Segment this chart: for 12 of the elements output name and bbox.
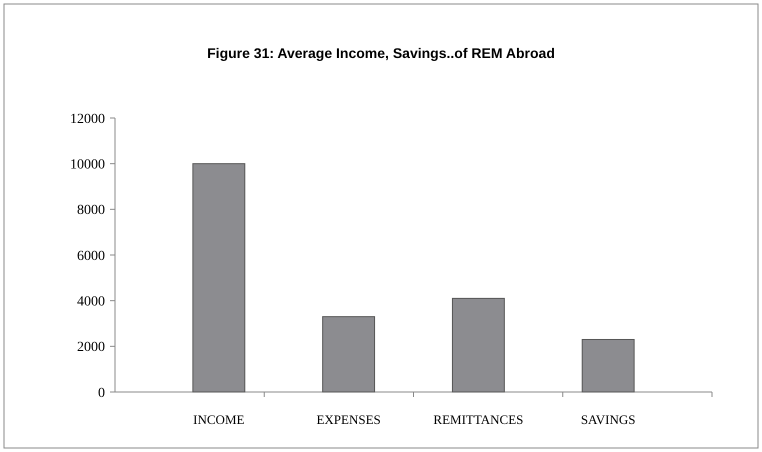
x-tick-label: EXPENSES xyxy=(316,412,381,427)
x-tick-label: INCOME xyxy=(193,412,245,427)
chart-title: Figure 31: Average Income, Savings..of REM Abroad xyxy=(207,45,555,61)
y-tick-label: 0 xyxy=(98,386,105,401)
y-tick-label: 2000 xyxy=(77,340,105,356)
y-tick-label: 4000 xyxy=(77,294,105,310)
x-tick-label: REMITTANCES xyxy=(433,412,524,427)
y-tick-label: 8000 xyxy=(77,203,105,218)
y-tick-label: 6000 xyxy=(77,248,105,264)
y-tick-label: 10000 xyxy=(70,158,105,173)
y-tick-label: 12000 xyxy=(70,112,105,127)
x-tick-label: SAVINGS xyxy=(580,412,636,427)
